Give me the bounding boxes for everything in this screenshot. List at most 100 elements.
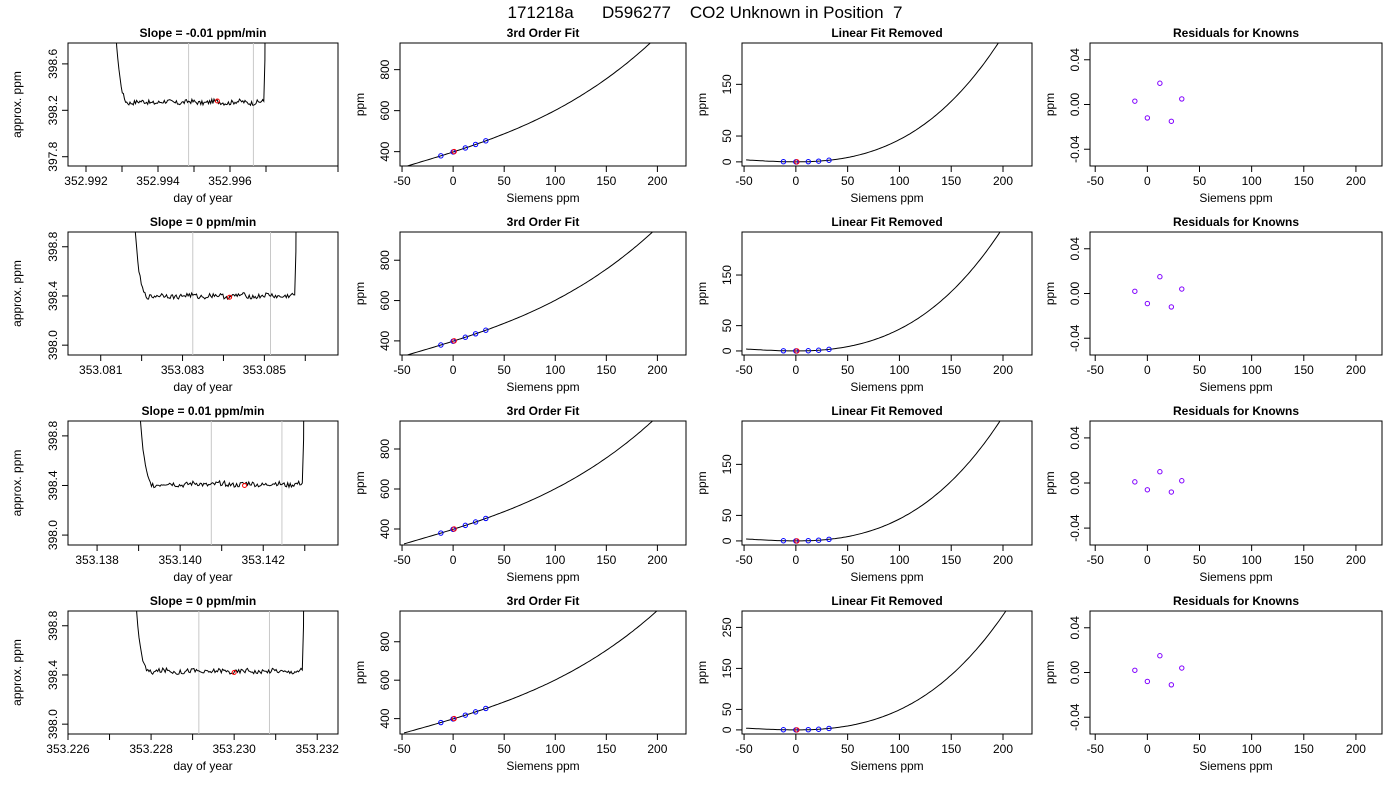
known-point bbox=[438, 719, 444, 726]
x-tick-label: 353.142 bbox=[242, 553, 286, 567]
known-point bbox=[483, 138, 489, 144]
fit-curve bbox=[746, 43, 999, 163]
x-tick-label: 100 bbox=[1242, 363, 1262, 377]
x-tick-label: 0 bbox=[793, 553, 800, 567]
x-tick-label: 0 bbox=[450, 553, 457, 567]
x-axis-label: Siemens ppm bbox=[1199, 570, 1272, 584]
x-tick-label: 353.081 bbox=[79, 363, 123, 377]
x-axis: -50 0 50 100 150 200 Siemens ppm bbox=[1087, 545, 1366, 584]
known-point bbox=[438, 153, 444, 159]
x-tick-label: 50 bbox=[498, 553, 512, 567]
x-tick-label: 200 bbox=[1346, 553, 1366, 567]
plot-frame bbox=[399, 420, 687, 546]
y-tick-label: 398.8 bbox=[46, 610, 60, 640]
y-tick-label: 0.00 bbox=[1068, 92, 1082, 116]
x-tick-label: 200 bbox=[993, 363, 1013, 377]
x-tick-label: -50 bbox=[393, 553, 411, 567]
x-axis: 353.138 353.140 353.142 day of year bbox=[75, 545, 306, 584]
x-tick-label: 352.992 bbox=[64, 174, 108, 188]
x-axis: -50 0 50 100 150 200 Siemens ppm bbox=[393, 545, 668, 584]
unknown-point bbox=[451, 715, 457, 722]
known-point bbox=[780, 538, 787, 544]
y-tick-label: 800 bbox=[378, 631, 392, 651]
plot-frame bbox=[1089, 42, 1383, 167]
panel-title: Slope = 0 ppm/min bbox=[150, 594, 256, 608]
known-point bbox=[826, 725, 832, 732]
x-tick-label: 50 bbox=[1193, 174, 1207, 188]
x-tick-label: 150 bbox=[596, 174, 616, 188]
y-axis-label: approx. ppm bbox=[10, 71, 24, 138]
panel-r4-c4: Residuals for Knowns -50 0 50 100 150 200 Sieme… bbox=[1043, 594, 1383, 773]
y-tick-label: 0.04 bbox=[1068, 48, 1082, 72]
known-point bbox=[780, 727, 787, 733]
series-trace bbox=[134, 232, 297, 301]
x-axis: -50 0 50 100 150 200 Siemens ppm bbox=[735, 166, 1013, 205]
x-tick-label: 353.083 bbox=[161, 363, 205, 377]
known-point bbox=[805, 727, 811, 733]
plot-frame bbox=[741, 420, 1033, 546]
y-tick-label: 398.8 bbox=[46, 231, 60, 261]
y-axis-label: ppm bbox=[695, 93, 709, 116]
x-tick-label: -50 bbox=[1087, 742, 1105, 756]
known-point bbox=[780, 158, 787, 165]
known-point bbox=[438, 342, 444, 348]
x-tick-label: 150 bbox=[941, 553, 961, 567]
known-point bbox=[462, 712, 469, 718]
known-point bbox=[826, 346, 832, 353]
panel-r4-c2: 3rd Order Fit -50 0 50 100 150 200 Siemens ppm 4… bbox=[353, 594, 687, 773]
x-tick-label: 150 bbox=[941, 363, 961, 377]
known-point bbox=[462, 522, 469, 529]
x-tick-label: 150 bbox=[1294, 742, 1314, 756]
panel-title: 3rd Order Fit bbox=[507, 594, 580, 608]
x-tick-label: 150 bbox=[596, 363, 616, 377]
y-tick-label: 0.00 bbox=[1068, 660, 1082, 684]
panel-r2-c3: Linear Fit Removed -50 0 50 100 150 200 Siemens… bbox=[695, 215, 1033, 394]
x-tick-label: 200 bbox=[1346, 174, 1366, 188]
y-tick-label: 397.8 bbox=[46, 141, 60, 171]
residual-point bbox=[1132, 98, 1138, 104]
y-axis: -0.04 0.00 0.04 ppm bbox=[1043, 616, 1090, 731]
residual-point bbox=[1132, 288, 1138, 294]
y-tick-label: 0.00 bbox=[1068, 281, 1082, 305]
known-point bbox=[472, 141, 479, 148]
x-axis: 352.992 352.994 352.996 day of year bbox=[64, 166, 339, 205]
y-tick-label: -0.04 bbox=[1068, 703, 1082, 731]
residual-point bbox=[1179, 286, 1185, 292]
x-tick-label: 50 bbox=[1193, 553, 1207, 567]
x-tick-label: 100 bbox=[545, 553, 565, 567]
x-tick-label: 353.226 bbox=[46, 742, 90, 756]
y-tick-label: 0 bbox=[720, 537, 734, 544]
y-axis-label: approx. ppm bbox=[10, 450, 24, 517]
unknown-point bbox=[451, 526, 457, 532]
panel-title: Residuals for Knowns bbox=[1173, 215, 1299, 229]
plot-frame bbox=[67, 231, 339, 356]
x-tick-label: 50 bbox=[841, 363, 855, 377]
y-tick-label: 400 bbox=[378, 331, 392, 351]
x-axis-label: Siemens ppm bbox=[506, 191, 579, 205]
panel-title: Slope = 0 ppm/min bbox=[150, 215, 256, 229]
x-axis-label: Siemens ppm bbox=[850, 759, 923, 773]
panel-title: Residuals for Knowns bbox=[1173, 26, 1299, 40]
known-point bbox=[472, 709, 479, 715]
x-tick-label: 50 bbox=[1193, 363, 1207, 377]
known-point bbox=[472, 519, 479, 525]
x-axis-label: day of year bbox=[173, 380, 232, 394]
y-axis-label: ppm bbox=[1043, 93, 1057, 116]
y-tick-label: 150 bbox=[720, 265, 734, 285]
x-tick-label: 150 bbox=[941, 742, 961, 756]
x-tick-label: -50 bbox=[735, 363, 753, 377]
x-tick-label: 200 bbox=[647, 174, 667, 188]
residual-point bbox=[1168, 118, 1175, 124]
y-axis: 400 600 800 ppm bbox=[353, 439, 400, 539]
x-tick-label: 100 bbox=[889, 174, 909, 188]
x-tick-label: 0 bbox=[793, 174, 800, 188]
y-axis-label: ppm bbox=[695, 471, 709, 494]
x-tick-label: 50 bbox=[498, 174, 512, 188]
x-tick-label: -50 bbox=[393, 742, 411, 756]
y-axis: 400 600 800 ppm bbox=[353, 631, 400, 729]
panel-title: 3rd Order Fit bbox=[507, 26, 580, 40]
x-tick-label: 0 bbox=[1144, 553, 1151, 567]
x-tick-label: 100 bbox=[545, 363, 565, 377]
